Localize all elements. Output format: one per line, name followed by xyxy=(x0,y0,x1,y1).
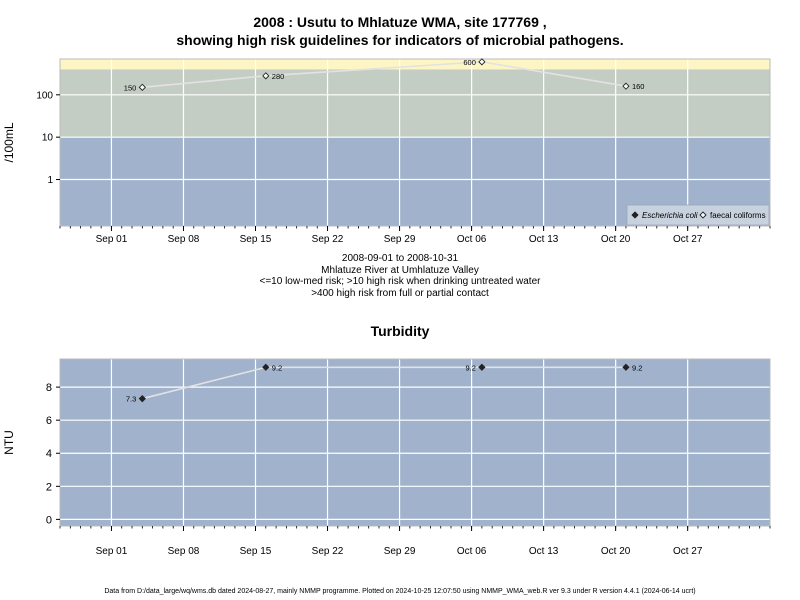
y-tick-label: 8 xyxy=(46,382,52,394)
data-label: 9.2 xyxy=(465,363,475,372)
x-tick-label: Oct 27 xyxy=(673,234,703,245)
x-tick-label: Oct 20 xyxy=(601,234,631,245)
legend-faecal-marker xyxy=(699,211,707,219)
data-label: 160 xyxy=(632,82,645,91)
x-tick-label: Oct 27 xyxy=(673,546,703,557)
data-label: 9.2 xyxy=(272,363,282,372)
risk-band-2 xyxy=(60,59,770,70)
x-tick-label: Sep 08 xyxy=(168,546,200,557)
x-tick-label: Oct 13 xyxy=(529,546,559,557)
x-tick-label: Sep 22 xyxy=(312,546,344,557)
x-tick-label: Oct 06 xyxy=(457,546,487,557)
x-tick-label: Oct 06 xyxy=(457,234,487,245)
x-tick-label: Sep 22 xyxy=(312,234,344,245)
plot-background xyxy=(60,359,770,526)
turbidity-line xyxy=(142,366,626,400)
turbidity-point xyxy=(138,395,146,403)
legend-ecoli-marker xyxy=(631,211,639,219)
x-tick-label: Sep 01 xyxy=(96,546,128,557)
legend-box xyxy=(626,204,770,226)
plot-frame xyxy=(59,58,771,227)
x-tick-label: Sep 29 xyxy=(384,234,416,245)
plot-frame xyxy=(59,358,771,527)
y-tick-label: 2 xyxy=(46,481,52,493)
data-label: 7.3 xyxy=(126,395,136,404)
y-axis-label: NTU xyxy=(2,430,16,455)
subtitle-risk-contact: >400 high risk from full or partial cont… xyxy=(311,287,489,299)
faecal-coliforms-point xyxy=(622,82,630,90)
faecal-coliforms-point xyxy=(478,58,486,66)
legend-faecal-label: faecal coliforms xyxy=(710,211,766,220)
faecal-coliforms-point xyxy=(138,83,146,91)
x-tick-label: Oct 13 xyxy=(529,234,559,245)
data-label: 9.2 xyxy=(632,363,642,372)
legend-ecoli-label: Escherichia coli xyxy=(642,211,698,220)
turbidity-point xyxy=(478,363,486,371)
x-tick-label: Sep 15 xyxy=(240,234,272,245)
subtitle-risk-drinking: <=10 low-med risk; >10 high risk when dr… xyxy=(259,276,541,287)
turbidity-point xyxy=(262,363,270,371)
y-tick-label: 1 xyxy=(47,175,53,186)
turbidity-title: Turbidity xyxy=(370,323,430,339)
turbidity-panel: 0 2 4 6 8 NTU Sep 01 Sep 08 Sep 15 Sep 22 Sep 29 Oc… xyxy=(2,358,771,557)
chart-subtitle: 2008-09-01 to 2008-10-31 Mhlatuze River … xyxy=(0,253,800,299)
chart-title-line-2: showing high risk guidelines for indicat… xyxy=(176,32,624,48)
microbial-panel: 1 10 100/100mL Sep 01 Sep 08 Sep 15 Sep 22 Sep … xyxy=(2,58,771,245)
x-tick-label: Sep 01 xyxy=(96,234,128,245)
y-tick-label: 6 xyxy=(46,415,52,427)
x-tick-label: Sep 08 xyxy=(168,234,200,245)
subtitle-date-range: 2008-09-01 to 2008-10-31 xyxy=(341,253,459,264)
y-tick-label: 0 xyxy=(46,514,52,526)
data-label: 280 xyxy=(272,72,285,81)
y-tick-label: 4 xyxy=(46,448,52,460)
turbidity-point xyxy=(622,363,630,371)
y-axis-label: /100mL xyxy=(2,122,16,162)
chart-title-line-1: 2008 : Usutu to Mhlatuze WMA, site 17776… xyxy=(253,14,547,30)
faecal-coliforms-point xyxy=(262,72,270,80)
y-tick-label: 10 xyxy=(42,133,54,144)
y-tick-label: 100 xyxy=(36,90,53,101)
x-tick-label: Oct 20 xyxy=(601,546,631,557)
faecal-coliforms-line xyxy=(142,61,627,89)
risk-band-1 xyxy=(60,69,770,138)
x-tick-label: Sep 15 xyxy=(240,546,272,557)
data-label: 150 xyxy=(124,83,137,92)
data-label: 600 xyxy=(463,58,476,67)
x-tick-label: Sep 29 xyxy=(384,546,416,557)
footer-note: Data from D:/data_large/wq/wms.db dated … xyxy=(104,588,696,595)
subtitle-site: Mhlatuze River at Umhlatuze Valley xyxy=(321,264,479,276)
